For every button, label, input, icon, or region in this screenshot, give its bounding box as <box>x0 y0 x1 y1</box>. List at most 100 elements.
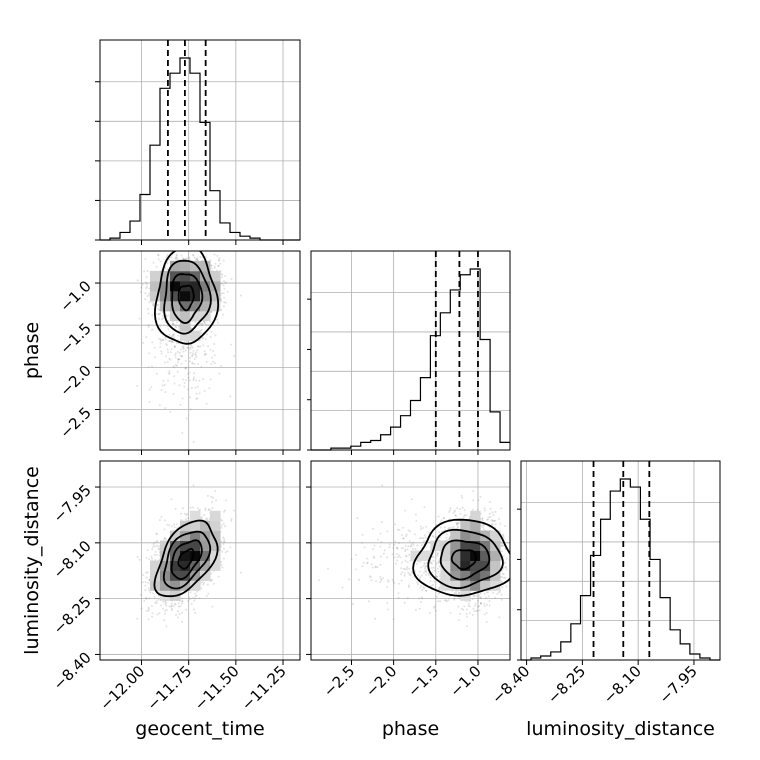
sample-point <box>186 346 189 349</box>
sample-point <box>430 584 433 587</box>
sample-point <box>211 356 214 359</box>
sample-point <box>174 356 177 359</box>
sample-point <box>222 259 225 262</box>
sample-point <box>193 256 196 259</box>
sample-point <box>188 258 191 261</box>
sample-point <box>182 258 185 261</box>
sample-point <box>224 509 227 512</box>
sample-point <box>205 352 207 355</box>
sample-point <box>177 334 179 337</box>
sample-point <box>181 257 184 260</box>
sample-point <box>163 528 166 531</box>
sample-point <box>164 609 167 612</box>
sample-point <box>167 319 170 322</box>
sample-point <box>145 596 147 599</box>
sample-point <box>392 618 395 621</box>
sample-point <box>212 350 215 352</box>
sample-point <box>160 352 163 355</box>
sample-point <box>151 605 153 607</box>
sample-point <box>188 596 191 599</box>
sample-point <box>173 382 176 385</box>
panel-frame-2-0 <box>99 460 301 661</box>
sample-point <box>174 324 177 327</box>
sample-point <box>176 257 179 260</box>
panel-2d-phase-vs-luminosity-distance <box>317 484 510 628</box>
sample-point <box>177 358 180 361</box>
sample-point <box>210 264 213 267</box>
sample-point <box>196 349 199 352</box>
sample-point <box>180 362 183 365</box>
sample-point <box>202 337 205 340</box>
sample-point <box>169 410 172 413</box>
sample-point <box>220 272 223 275</box>
density-cell <box>180 320 191 332</box>
sample-point <box>155 600 158 603</box>
sample-point <box>148 597 151 600</box>
sample-point <box>221 292 224 295</box>
sample-point <box>173 324 176 326</box>
sample-point <box>170 605 173 608</box>
sample-point <box>213 267 216 269</box>
sample-point <box>406 597 409 600</box>
sample-point <box>165 344 168 347</box>
density-cell <box>160 580 171 591</box>
sample-point <box>223 305 225 308</box>
sample-point <box>171 607 173 610</box>
sample-point <box>153 346 156 349</box>
sample-point <box>421 588 424 591</box>
sample-point <box>171 341 174 343</box>
sample-point <box>203 322 206 325</box>
sample-point <box>425 589 428 592</box>
sample-point <box>223 538 226 540</box>
sample-point <box>229 546 232 549</box>
density-cell <box>170 580 181 591</box>
sample-point <box>213 343 216 345</box>
sample-point <box>176 361 179 364</box>
sample-point <box>224 525 227 528</box>
sample-point <box>205 595 208 597</box>
sample-point <box>223 540 226 543</box>
sample-point <box>198 324 200 327</box>
sample-point <box>500 576 503 579</box>
sample-point <box>501 586 504 589</box>
sample-point <box>206 583 209 586</box>
sample-point <box>155 532 158 535</box>
sample-point <box>220 364 223 367</box>
sample-point <box>147 324 150 327</box>
sample-point <box>153 545 156 548</box>
sample-point <box>170 498 173 501</box>
sample-point <box>156 545 159 547</box>
sample-point <box>150 386 153 389</box>
sample-point <box>424 536 427 539</box>
histogram-geocent-time <box>100 57 300 241</box>
density-cell <box>210 300 221 312</box>
sample-point <box>158 312 160 315</box>
sample-point <box>175 257 178 260</box>
density-cell <box>190 300 201 312</box>
contour-level-3 <box>162 530 212 590</box>
sample-point <box>151 314 154 317</box>
sample-point <box>221 519 224 522</box>
sample-point <box>156 304 159 307</box>
density-cell <box>190 290 201 302</box>
histogram-luminosity-distance <box>521 478 720 661</box>
sample-point <box>216 254 219 257</box>
sample-point <box>140 607 143 610</box>
sample-point <box>161 338 164 341</box>
sample-point <box>199 322 202 325</box>
sample-point <box>210 310 213 313</box>
sample-point <box>215 499 218 502</box>
sample-point <box>165 604 168 607</box>
sample-point <box>223 540 226 543</box>
density-cell <box>190 330 201 341</box>
sample-point <box>185 514 188 517</box>
sample-point <box>210 495 213 498</box>
sample-point <box>193 362 196 365</box>
density-cell <box>160 540 171 551</box>
sample-point <box>189 348 192 350</box>
sample-point <box>182 507 184 510</box>
density-cell <box>180 310 191 322</box>
sample-point <box>408 540 411 543</box>
sample-point <box>212 360 215 363</box>
sample-point <box>179 354 182 357</box>
